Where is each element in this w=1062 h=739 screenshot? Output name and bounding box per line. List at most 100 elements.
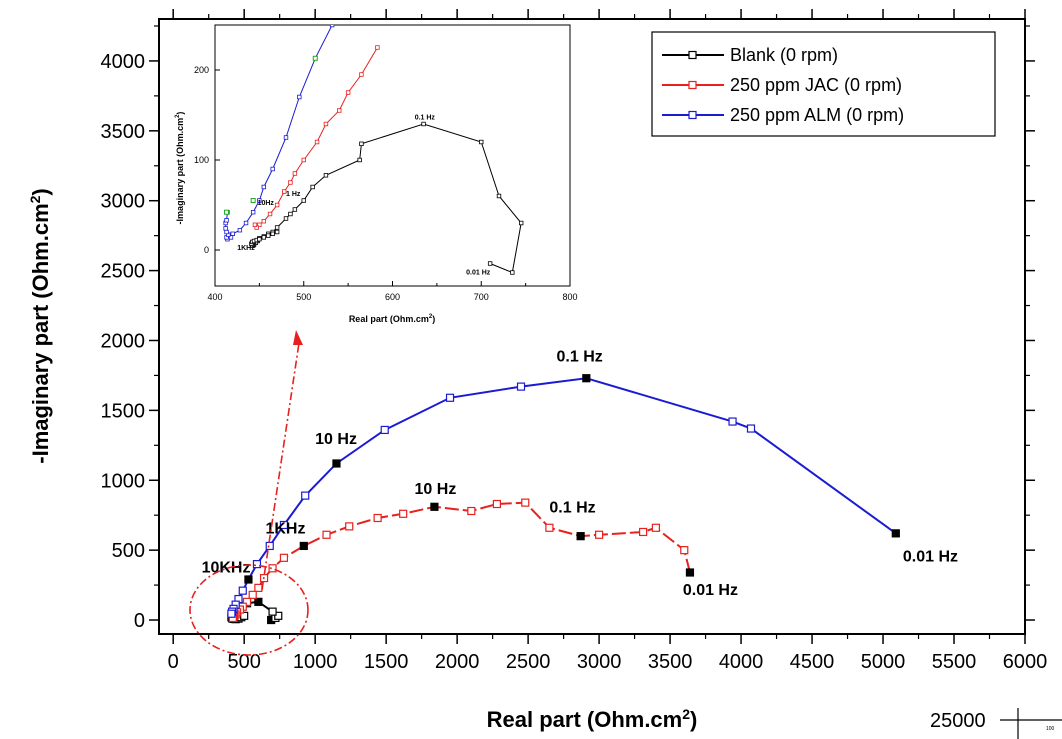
zoom-arrow [261, 342, 300, 591]
legend: Blank (0 rpm) 250 ppm JAC (0 rpm) 250 ppm … [651, 31, 996, 137]
data-point [274, 611, 283, 620]
inset-annotation-label: 1KHz [237, 245, 255, 252]
inset-data-point [223, 226, 228, 231]
data-point [254, 583, 263, 592]
inset-data-point [274, 202, 280, 208]
inset-series-line [254, 47, 378, 229]
inset-annotation-label: 0.01 Hz [466, 269, 491, 276]
inset-y-tick-label: 200 [194, 65, 209, 75]
inset-data-point [292, 207, 298, 212]
x-tick-label: 500 [227, 651, 260, 673]
inset-data-point [257, 236, 262, 242]
inset-data-point [283, 135, 289, 140]
main-ticks: 0 500 1000 1500 2000 2500 3000 3500 4000 4500 5000… [101, 9, 1047, 673]
legend-label: 250 ppm ALM (0 rpm) [730, 105, 904, 125]
data-point [244, 575, 253, 584]
inset-x-tick-label: 500 [296, 292, 311, 302]
plot-frame [158, 18, 1026, 635]
inset-annotation-label: 0.1 Hz [415, 115, 436, 122]
inset-data-point [261, 235, 267, 240]
inset-x-axis-title: Real part (Ohm.cm2) [349, 314, 435, 324]
inset-data-point [301, 198, 306, 203]
inset-data-point [359, 72, 364, 77]
inset-data-point [224, 218, 229, 223]
data-point [248, 590, 257, 599]
legend-marker [688, 80, 697, 90]
inset-data-point [257, 222, 262, 227]
y-tick-label: 3500 [101, 121, 146, 143]
inset-annotation-label: 10Hz [258, 200, 275, 207]
series-line [230, 377, 897, 615]
inset-data-point [274, 229, 280, 235]
data-point [268, 607, 277, 616]
x-tick-label: 2000 [435, 651, 480, 673]
data-point [332, 459, 341, 468]
y-tick-label: 3000 [101, 191, 146, 213]
inset-data-point [224, 229, 229, 235]
x-tick-label: 4500 [790, 651, 835, 673]
y-tick-label: 1500 [101, 400, 146, 422]
data-point [492, 499, 501, 509]
inset-annotation-label: 1 Hz [286, 191, 301, 198]
data-point [380, 425, 389, 435]
inset-data-point [479, 139, 484, 145]
data-point [238, 586, 247, 595]
data-point [467, 506, 476, 516]
x-tick-label: 1000 [293, 651, 338, 673]
x-tick-label: 3000 [577, 651, 622, 673]
y-tick-label: 1000 [101, 470, 146, 492]
data-point [227, 609, 236, 618]
data-point [268, 564, 277, 573]
data-point [322, 530, 331, 539]
inset-y-tick-label: 0 [204, 245, 209, 255]
inset-data-point [274, 225, 280, 230]
inset-data-point [323, 173, 329, 178]
x-tick-label: 5500 [932, 651, 977, 673]
x-tick-label: 0 [168, 651, 179, 673]
annotation-label: 1KHz [265, 520, 305, 537]
inset-data-point [237, 227, 243, 233]
inset-data-point [510, 270, 515, 275]
inset-data-point [297, 94, 302, 100]
legend-label: 250 ppm JAC (0 rpm) [730, 75, 902, 95]
inset-data-point [375, 45, 380, 50]
main-series [227, 374, 900, 625]
data-point [252, 560, 262, 569]
data-point [891, 529, 900, 538]
legend-marker [688, 110, 697, 120]
inset-data-point [267, 211, 273, 217]
y-tick-label: 2000 [101, 330, 146, 352]
inset-data-point [314, 139, 320, 145]
inset-green-point [312, 55, 318, 61]
inset-x-tick-label: 800 [562, 292, 577, 302]
inset-data-point [288, 180, 293, 185]
data-point [576, 532, 585, 541]
data-point [445, 393, 455, 402]
legend-label: Blank (0 rpm) [730, 45, 838, 65]
inset-data-point [266, 233, 271, 238]
inset-x-tick-label: 600 [385, 292, 400, 302]
x-tick-label: 2500 [506, 651, 551, 673]
data-point [373, 513, 382, 523]
annotation-label: 10 Hz [315, 431, 357, 448]
inset-data-point [337, 108, 342, 113]
inset-x-tick-label: 400 [207, 292, 222, 302]
data-point [299, 541, 308, 551]
legend-marker [688, 50, 697, 60]
inset-y-tick-label: 100 [194, 155, 209, 165]
x-tick-label: 3500 [648, 651, 693, 673]
inset-data-point [270, 166, 275, 172]
inset-data-point [288, 211, 293, 217]
y-tick-label: 0 [134, 610, 145, 632]
inset-data-point [345, 90, 351, 95]
inset-data-point [230, 231, 235, 236]
zoom-ellipse [189, 564, 309, 656]
data-point [430, 502, 439, 511]
data-point [651, 523, 660, 532]
inset-data-point [310, 184, 315, 190]
inset-x-tick-label: 700 [474, 292, 489, 302]
annotation-label: 0.1 Hz [549, 499, 595, 516]
y-tick-label: 2500 [101, 261, 146, 283]
data-point [242, 597, 252, 606]
